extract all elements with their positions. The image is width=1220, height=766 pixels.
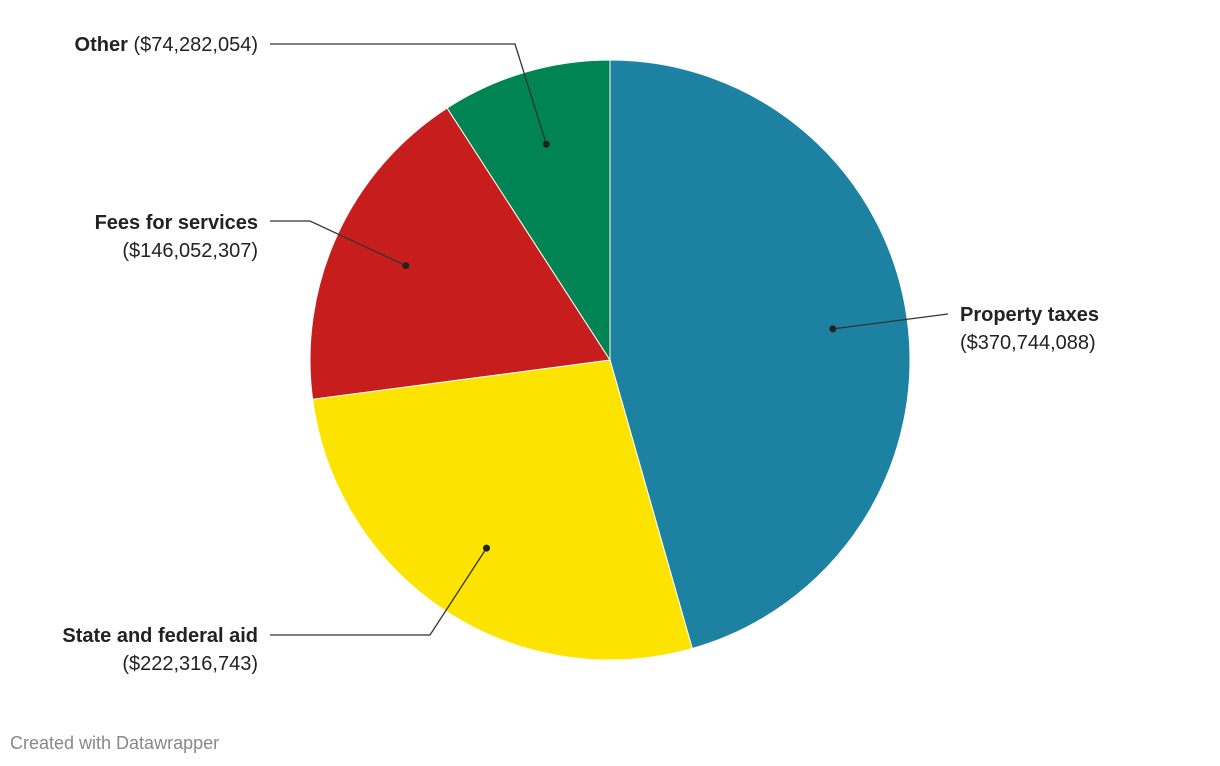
value-label: ($370,744,088) [960,332,1096,354]
leader-dot [483,544,491,552]
credit: Created with Datawrapper [10,733,219,753]
leader-line [270,220,407,267]
category-label: Other [75,34,129,56]
leader-dot [402,262,410,270]
slice-label: Other ($74,282,054) [75,34,258,56]
value-label: ($74,282,054) [133,34,258,56]
leader-dot [542,140,550,148]
leader-line [270,547,488,636]
leader-line [270,43,547,145]
category-label: Property taxes [960,304,1099,326]
leader-dot [829,325,837,333]
pie-slice [446,59,611,362]
pie-slice [609,59,911,650]
category-label: Fees for services [95,212,258,234]
value-label: ($146,052,307) [122,240,258,262]
value-label: ($222,316,743) [122,653,258,675]
category-label: State and federal aid [62,625,258,647]
leader-line [832,313,949,330]
